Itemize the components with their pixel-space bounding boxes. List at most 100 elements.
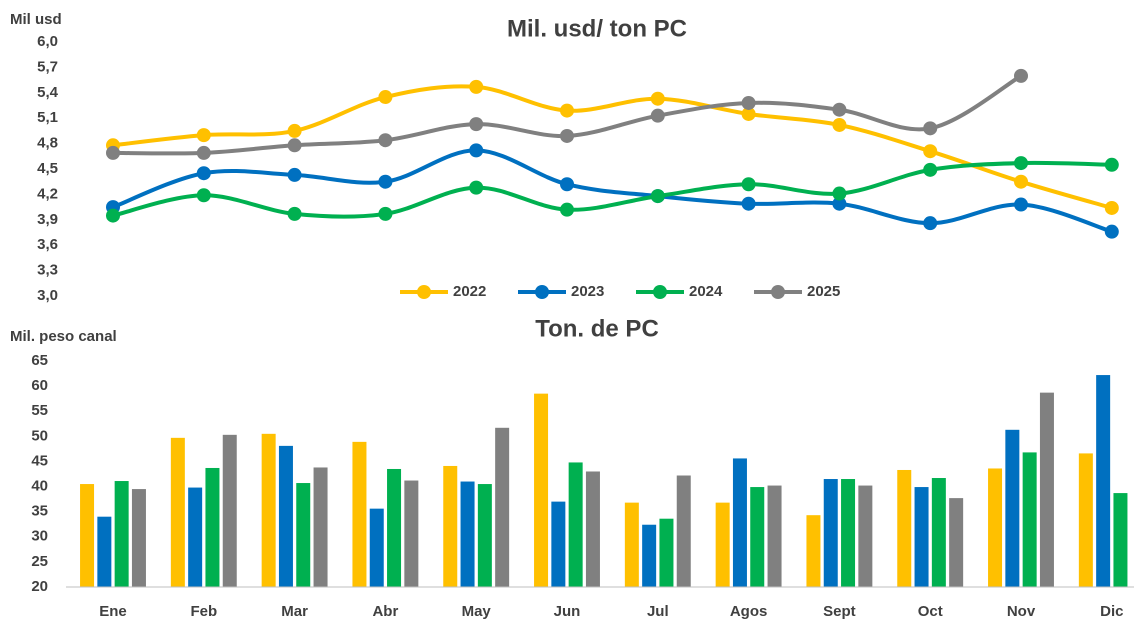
point [287, 206, 302, 221]
point [1014, 197, 1028, 212]
point [1104, 224, 1119, 239]
y-tick-label: 65 [31, 352, 48, 369]
bar [97, 516, 112, 587]
legend-label: 2023 [571, 283, 604, 300]
bar [352, 441, 367, 587]
x-tick-label: Jul [647, 603, 669, 620]
bar [188, 487, 203, 587]
bar [443, 465, 458, 587]
series-line [112, 84, 1113, 210]
y-tick-label: 4,2 [37, 185, 58, 202]
x-tick-label: Mar [281, 603, 308, 620]
y-axis-label: Mil. peso canal [10, 328, 117, 345]
bar [477, 484, 492, 587]
y-tick-label: 3,6 [37, 236, 58, 253]
legend-marker [417, 285, 431, 299]
point [469, 117, 484, 132]
y-tick-label: 50 [31, 427, 48, 444]
point [832, 117, 847, 132]
y-tick-label: 3,3 [37, 262, 58, 279]
y-tick-label: 5,1 [37, 109, 58, 126]
bar [949, 498, 964, 587]
point [1014, 156, 1028, 171]
bar [1022, 452, 1037, 587]
y-tick-label: 3,0 [37, 287, 58, 304]
x-tick-label: Sept [823, 603, 856, 620]
bar [1039, 392, 1054, 587]
bar [205, 467, 220, 587]
y-tick-label: 45 [31, 452, 48, 469]
bar [642, 524, 657, 587]
x-tick-label: Abr [372, 603, 398, 620]
point [378, 174, 393, 189]
y-tick-label: 4,5 [37, 160, 58, 177]
point [106, 145, 120, 160]
point [741, 177, 756, 192]
point [287, 167, 302, 182]
bar [131, 489, 146, 587]
bar [715, 502, 730, 587]
point [196, 166, 211, 181]
bar [551, 501, 566, 587]
point [378, 90, 393, 105]
bar [659, 518, 674, 587]
x-tick-label: Dic [1100, 603, 1123, 620]
point [650, 108, 665, 123]
x-tick-label: Agos [730, 603, 768, 620]
bar [278, 445, 293, 587]
point [1014, 174, 1028, 189]
point [650, 91, 665, 106]
y-tick-label: 30 [31, 528, 48, 545]
bar [676, 475, 691, 587]
legend-label: 2025 [807, 283, 840, 300]
y-tick-label: 20 [31, 578, 48, 595]
bar [1005, 429, 1020, 587]
bar [460, 481, 475, 587]
point [196, 145, 211, 160]
y-tick-label: 55 [31, 402, 48, 419]
bar [806, 515, 821, 587]
y-tick-label: 60 [31, 377, 48, 394]
y-tick-label: 5,7 [37, 58, 58, 75]
point [560, 103, 574, 118]
x-tick-label: Ene [99, 603, 127, 620]
point [378, 133, 393, 148]
bar [222, 434, 237, 587]
point [741, 106, 756, 121]
point [923, 162, 938, 177]
x-tick-label: May [462, 603, 492, 620]
point [469, 180, 484, 195]
bar [931, 478, 946, 587]
bar [767, 485, 782, 587]
bar [387, 468, 402, 587]
x-tick-label: Nov [1007, 603, 1036, 620]
y-tick-label: 25 [31, 553, 48, 570]
point [650, 189, 665, 204]
y-tick-label: 40 [31, 478, 48, 495]
legend-label: 2024 [689, 283, 723, 300]
point [560, 128, 574, 143]
point [469, 143, 484, 158]
point [923, 216, 938, 231]
y-tick-label: 4,8 [37, 135, 58, 152]
bar [858, 485, 873, 587]
x-tick-label: Feb [190, 603, 217, 620]
y-tick-label: 6,0 [37, 33, 58, 50]
point [106, 208, 120, 223]
x-tick-label: Jun [554, 603, 581, 620]
y-axis-label: Mil usd [10, 11, 62, 28]
point [378, 206, 393, 221]
bar [369, 508, 384, 587]
bar [80, 484, 95, 587]
x-tick-label: Oct [918, 603, 943, 620]
point [1104, 157, 1119, 172]
bar [568, 462, 583, 587]
bar [296, 483, 311, 587]
point [1014, 68, 1028, 83]
point [196, 128, 211, 143]
bar [823, 479, 838, 587]
bar [261, 433, 276, 587]
point [287, 123, 302, 138]
bar [534, 393, 549, 587]
bar [585, 471, 600, 587]
